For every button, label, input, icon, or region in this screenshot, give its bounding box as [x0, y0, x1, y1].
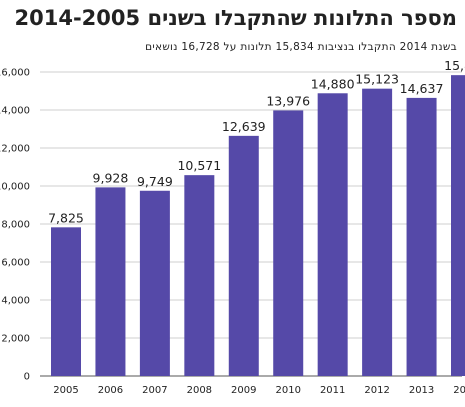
data-label: 9,749	[137, 174, 173, 189]
bar-2010	[273, 110, 304, 377]
y-tick-label: 14,000	[0, 106, 30, 117]
bar-2005	[51, 227, 81, 376]
x-tick-label: 2013	[409, 385, 434, 396]
data-label: 14,637	[400, 81, 444, 96]
x-tick-label: 2009	[231, 385, 256, 396]
data-label: 14,880	[311, 76, 355, 91]
bar-2011	[317, 93, 348, 376]
data-label: 12,639	[222, 119, 266, 134]
x-tick-label: 2010	[275, 385, 300, 396]
x-tick-label: 2007	[142, 385, 167, 396]
data-label: 7,825	[48, 210, 84, 225]
data-label: 10,571	[177, 158, 221, 173]
y-tick-label: 0	[24, 372, 30, 383]
bar-2006	[95, 187, 126, 376]
y-tick-label: 2,000	[1, 334, 30, 345]
chart-title: מספר התלונות שהתקבלו בשנים 2014-2005	[14, 6, 457, 30]
bar-2014	[451, 75, 465, 377]
x-tick-label: 2014	[453, 385, 465, 396]
y-tick-label: 6,000	[1, 258, 30, 269]
y-tick-label: 10,000	[0, 182, 30, 193]
bar-2009	[228, 135, 259, 376]
y-tick-label: 16,000	[0, 68, 30, 79]
x-tick-label: 2006	[98, 385, 123, 396]
chart-subtitle: בשנת 2014 התקבלו בנציבות 15,834 תלונות ע…	[145, 41, 457, 53]
data-label: 13,976	[266, 93, 310, 108]
data-label: 9,928	[93, 170, 129, 185]
y-tick-label: 8,000	[1, 220, 30, 231]
bar-2008	[184, 175, 215, 376]
bar-2007	[139, 190, 170, 376]
x-tick-label: 2005	[53, 385, 78, 396]
bar-2013	[406, 97, 437, 376]
y-tick-label: 4,000	[1, 296, 30, 307]
y-tick-label: 12,000	[0, 144, 30, 155]
data-label: 15,834	[444, 58, 465, 73]
data-label: 15,123	[355, 72, 399, 87]
x-tick-label: 2008	[187, 385, 212, 396]
x-tick-label: 2011	[320, 385, 345, 396]
x-tick-label: 2012	[364, 385, 389, 396]
bar-2012	[362, 88, 393, 377]
